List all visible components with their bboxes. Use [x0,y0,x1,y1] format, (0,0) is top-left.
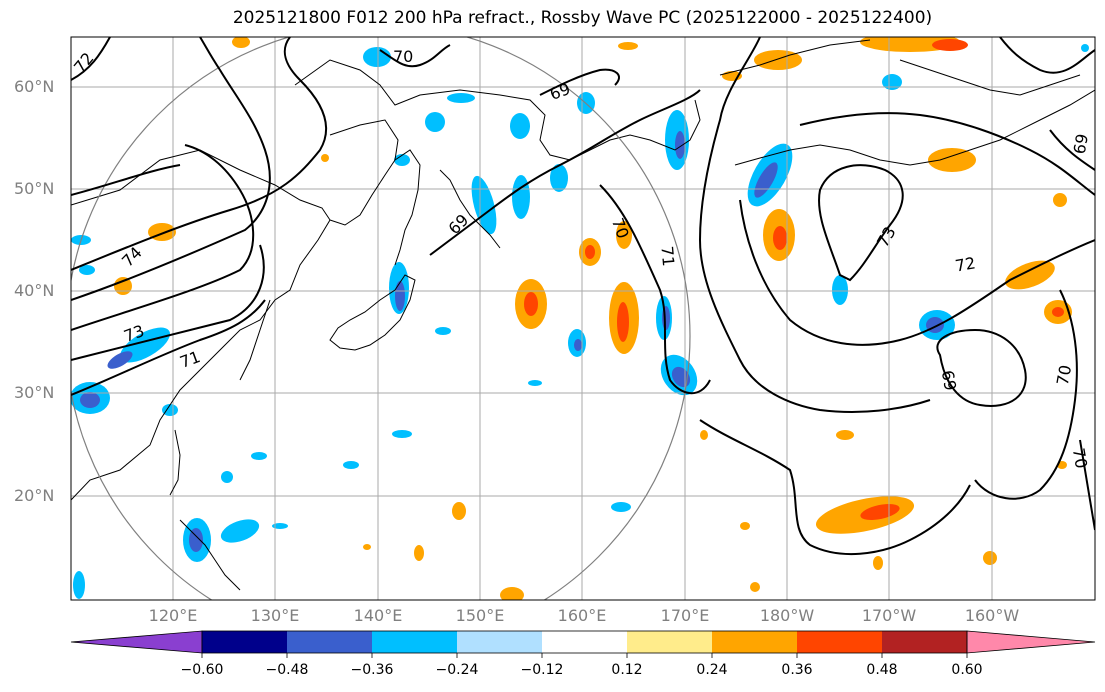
contour-label: 69 [547,79,573,104]
lat-label: 20°N [14,486,55,505]
colorbar-tick-label: −0.48 [265,662,309,678]
lat-label: 40°N [14,281,55,300]
contour-label: 69 [938,369,960,392]
colorbar-bin [882,631,967,653]
contour-label: 69 [1070,132,1092,155]
colorbar-bin [372,631,457,653]
graticule [71,37,1095,600]
lon-label: 150°E [455,606,505,625]
colorbar-tick-label: −0.60 [180,662,224,678]
lon-label: 180°W [759,606,815,625]
lon-label: 160°W [964,606,1020,625]
lon-label: 160°E [557,606,607,625]
colorbar-tick-label: −0.12 [520,662,564,678]
colorbar-bin [797,631,882,653]
colorbar-bin [627,631,712,653]
colorbar-bin [70,630,203,654]
colorbar-bin [712,631,797,653]
colorbar-tick-label: 0.24 [696,662,728,678]
contour-label: 69 [445,210,473,238]
map-frame [70,36,1096,601]
contour-label: 71 [657,245,678,267]
colorbar-bin [542,631,627,653]
contour-label: 70 [393,47,413,66]
contour-label: 74 [118,243,146,271]
contour-label: 70 [1069,447,1091,470]
colorbar-bin [202,631,287,653]
lat-label: 30°N [14,383,55,402]
colorbar-bin [966,630,1096,654]
colorbar-tick-label: 0.60 [951,662,983,678]
refractivity-contours [71,37,1095,555]
lat-label: 50°N [14,179,55,198]
contour-label: 72 [954,253,977,275]
lon-label: 140°E [353,606,403,625]
map-title: 2025121800 F012 200 hPa refract., Rossby… [232,8,933,28]
colorbar-tick-label: 0.48 [866,662,898,678]
colorbar [70,630,1096,658]
colorbar-tick-label: −0.36 [350,662,394,678]
colorbar-tick-label: 0.12 [611,662,643,678]
great-circle [71,37,691,600]
contour-label: 71 [177,347,203,372]
lon-label: 130°E [250,606,300,625]
lon-label: 170°E [660,606,710,625]
lon-label: 170°W [861,606,917,625]
contour-label: 70 [1053,363,1075,386]
colorbar-tick-label: −0.24 [435,662,479,678]
colorbar-bin [287,631,372,653]
contour-label: 72 [70,49,98,77]
lon-label: 120°E [148,606,198,625]
colorbar-tick-label: 0.36 [781,662,813,678]
contour-label: 73 [873,223,900,250]
lat-label: 60°N [14,77,55,96]
colorbar-bin [457,631,542,653]
coastlines [71,39,1095,591]
